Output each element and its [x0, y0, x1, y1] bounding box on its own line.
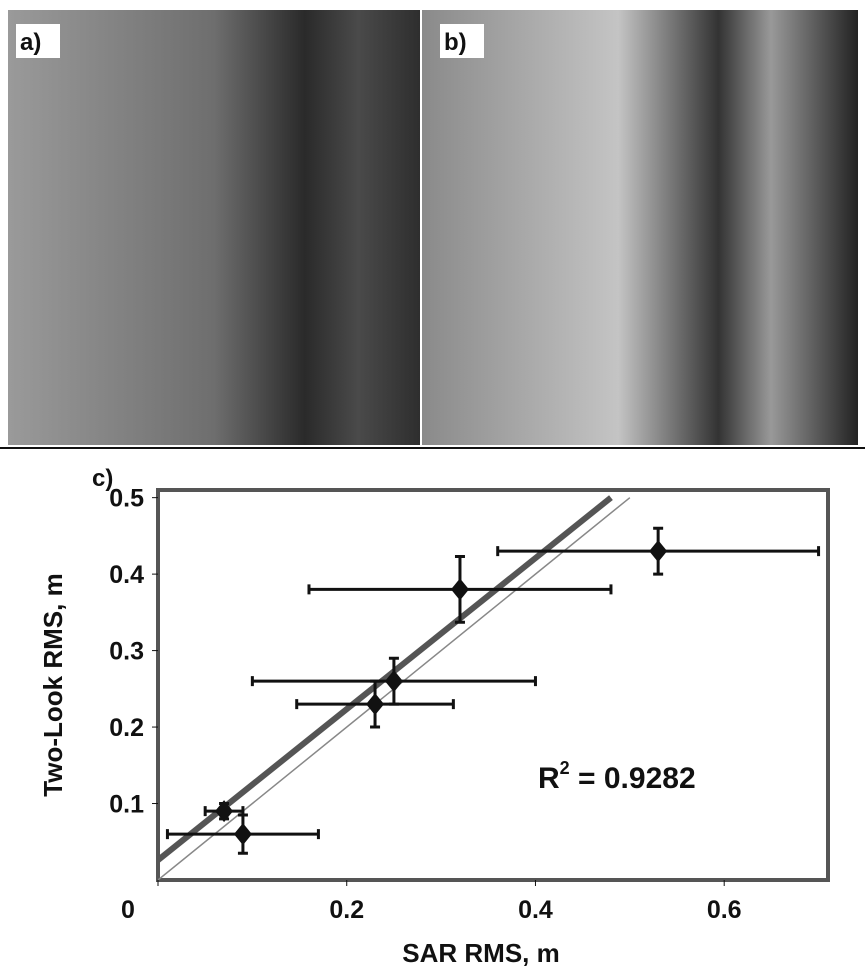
y-tick-label: 0.2: [109, 714, 144, 742]
annotation-part: 2: [560, 758, 570, 778]
x-tick-label: 0.2: [329, 896, 364, 924]
y-tick-label: 0.5: [109, 485, 144, 513]
annotation: R2 = 0.9282: [538, 758, 696, 795]
point: [384, 670, 403, 693]
y-tick-label: 0.3: [109, 638, 144, 666]
x-axis-label: SAR RMS, m: [402, 938, 559, 968]
point: [450, 578, 469, 601]
image-a: [8, 10, 420, 445]
x-tick-label: 0.4: [518, 896, 553, 924]
point: [366, 693, 385, 716]
point: [649, 540, 668, 563]
point: [233, 823, 252, 846]
panel-label: b): [444, 29, 467, 56]
annotation-part: R: [538, 762, 560, 795]
plot-frame: [156, 488, 830, 882]
y-tick-label: 0.4: [109, 561, 144, 589]
label-box: [440, 24, 484, 58]
annotation-part: = 0.9282: [570, 762, 696, 795]
image-b: [422, 10, 858, 445]
x-tick-label: 0: [121, 896, 135, 924]
label-box: [16, 24, 60, 58]
x-tick-label: 0.6: [707, 896, 742, 924]
panel-label: a): [20, 29, 41, 56]
point: [215, 800, 234, 823]
y-tick-label: 0.1: [109, 791, 144, 819]
y-axis-label: Two-Look RMS, m: [38, 573, 68, 796]
panel-label: c): [92, 465, 113, 492]
plot: 0 0.2 0.4 0.6 0.1 0.2 0.3 0.4 0.5 SAR RMS, m Two-L…: [38, 485, 830, 968]
fit-line: [158, 495, 613, 863]
